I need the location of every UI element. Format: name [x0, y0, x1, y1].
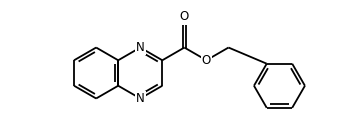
Text: N: N [136, 41, 144, 54]
Text: N: N [136, 92, 144, 105]
Text: O: O [180, 10, 189, 23]
Text: O: O [202, 54, 211, 67]
